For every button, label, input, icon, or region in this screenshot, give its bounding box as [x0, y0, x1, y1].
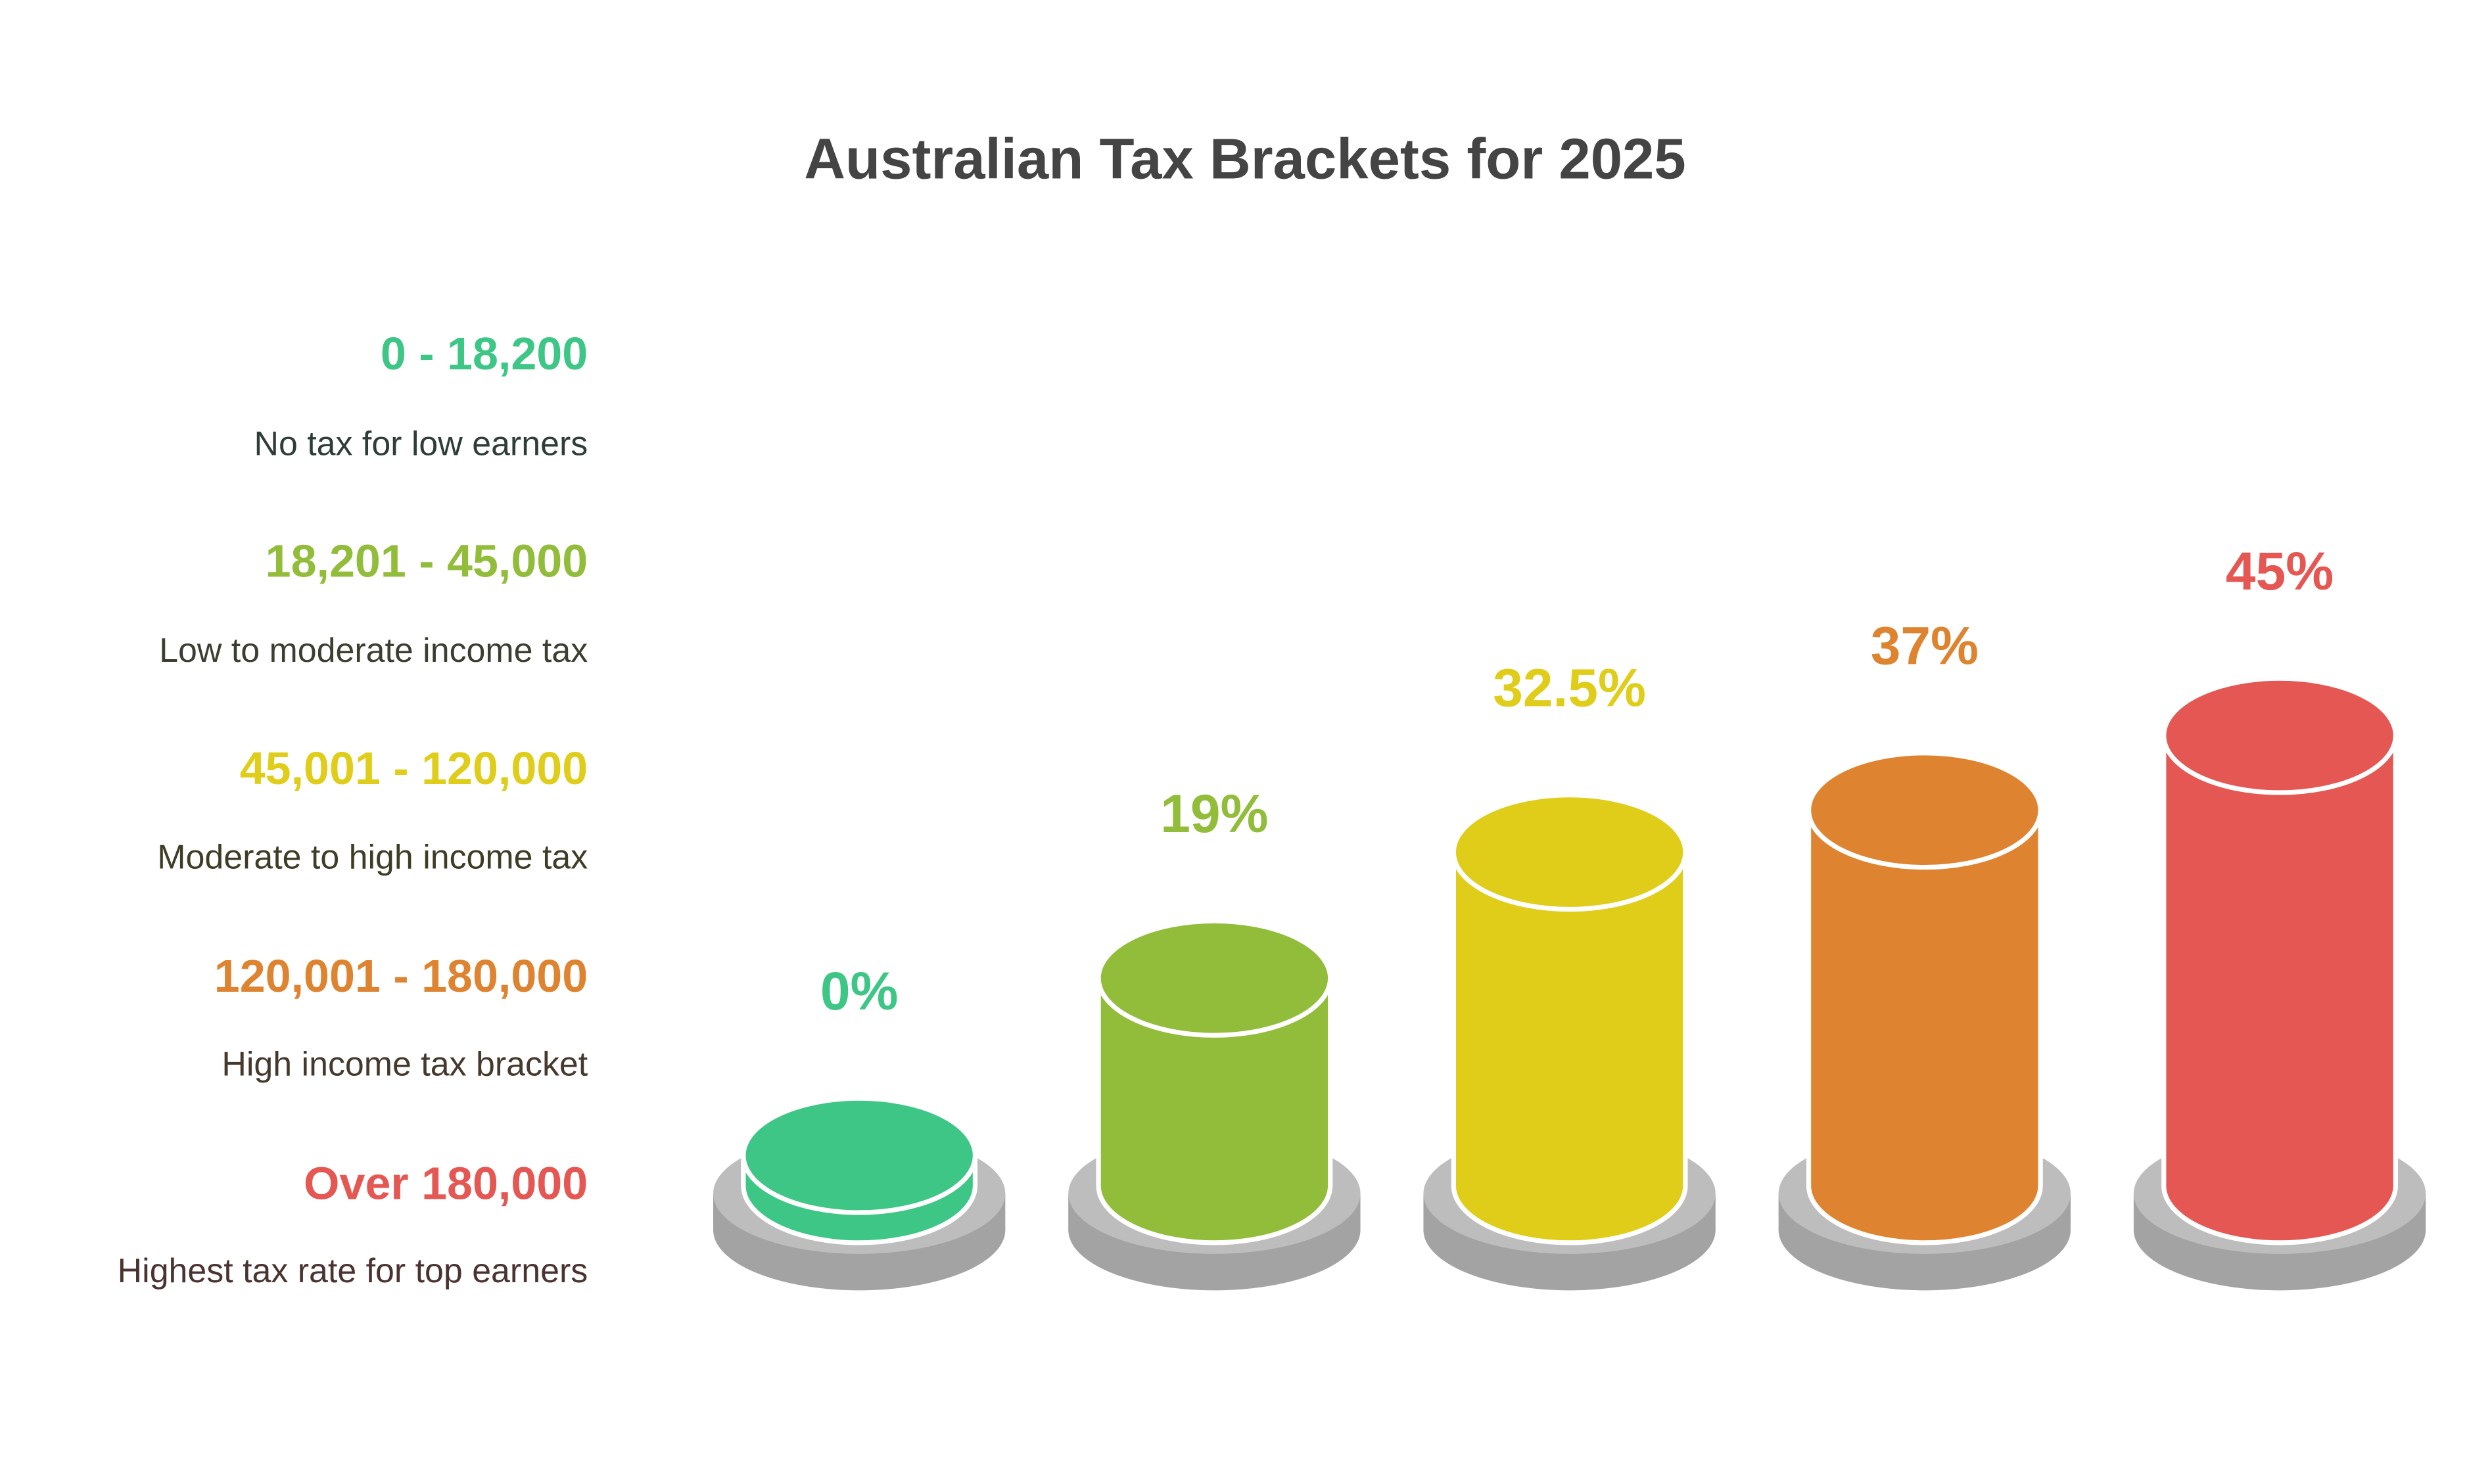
cylinder-top — [1806, 751, 2043, 870]
cylinder-top — [1096, 918, 1333, 1038]
cylinder-body — [1806, 808, 2043, 1245]
value-label: 0% — [820, 962, 899, 1021]
value-label: 32.5% — [1493, 658, 1646, 718]
bracket-range: 45,001 - 120,000 — [240, 743, 588, 794]
bracket-range: Over 180,000 — [304, 1157, 588, 1209]
bracket-description: Low to moderate income tax — [159, 632, 588, 670]
value-label: 45% — [2226, 542, 2334, 601]
bracket-description: Moderate to high income tax — [157, 839, 588, 877]
value-label: 19% — [1160, 784, 1268, 844]
cylinder-top — [2161, 676, 2398, 795]
cylinder-body — [1096, 975, 1333, 1245]
cylinder-top — [741, 1096, 978, 1215]
bracket-range: 0 - 18,200 — [381, 328, 588, 379]
chart-title: Australian Tax Brackets for 2025 — [804, 128, 1685, 191]
value-label: 37% — [1871, 616, 1979, 676]
bracket-range: 18,201 - 45,000 — [266, 536, 588, 587]
bracket-description: Highest tax rate for top earners — [118, 1252, 588, 1290]
cylinder-top — [1451, 793, 1688, 912]
bracket-description: High income tax bracket — [222, 1045, 588, 1083]
cylinder-body — [2161, 733, 2398, 1245]
bracket-range: 120,001 - 180,000 — [214, 950, 588, 1002]
cylinder-body — [1451, 849, 1688, 1245]
bracket-description: No tax for low earners — [254, 425, 588, 463]
